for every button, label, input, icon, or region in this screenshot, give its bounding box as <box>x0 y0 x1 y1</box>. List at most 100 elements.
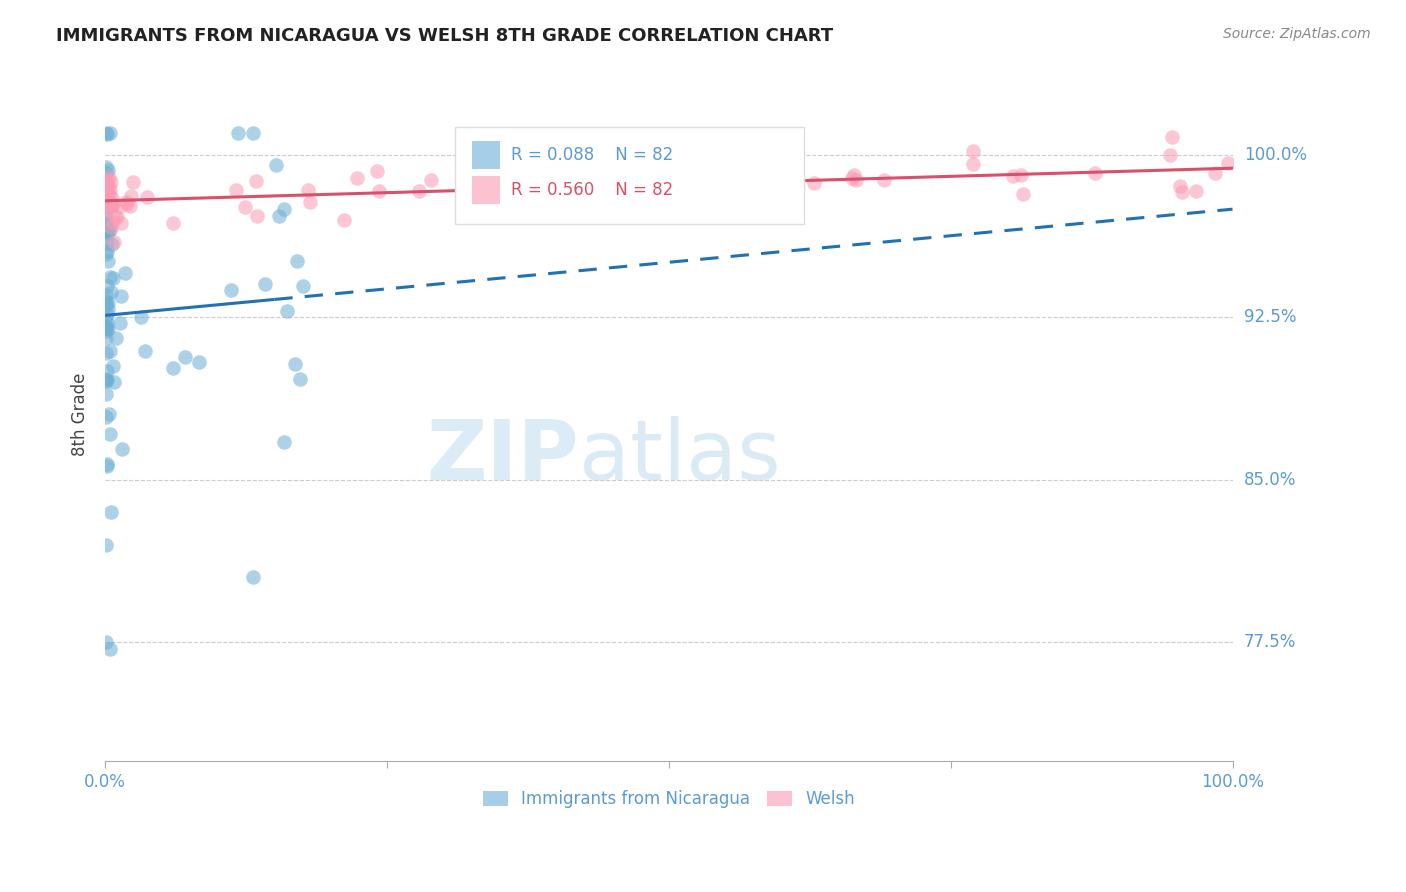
Text: 85.0%: 85.0% <box>1244 471 1296 489</box>
Point <box>841 171 863 186</box>
Point <box>94 178 117 193</box>
Point <box>98 426 121 441</box>
Point <box>100 175 122 189</box>
Point <box>962 157 984 171</box>
Point <box>96 459 118 474</box>
Text: 77.5%: 77.5% <box>1244 633 1296 651</box>
Point <box>94 247 117 261</box>
Text: 100.0%: 100.0% <box>1244 146 1306 164</box>
Point <box>96 298 118 312</box>
Point <box>766 169 789 183</box>
Point <box>100 236 122 251</box>
Point <box>488 196 510 211</box>
Point <box>98 195 121 210</box>
Point <box>98 196 121 211</box>
Point <box>1159 148 1181 162</box>
Point <box>96 224 118 238</box>
Point <box>98 344 121 359</box>
Point <box>225 183 247 197</box>
Point <box>219 283 242 297</box>
Point <box>96 317 118 331</box>
FancyBboxPatch shape <box>471 141 499 169</box>
Point <box>103 375 125 389</box>
Point <box>245 174 267 188</box>
Point <box>242 127 264 141</box>
Y-axis label: 8th Grade: 8th Grade <box>72 373 89 457</box>
Text: ZIP: ZIP <box>426 416 579 497</box>
Point <box>103 359 125 374</box>
Point <box>273 202 295 216</box>
Point <box>94 194 117 209</box>
Point <box>108 199 131 213</box>
Point <box>246 209 269 223</box>
Point <box>94 409 117 424</box>
Point <box>94 182 117 196</box>
Point <box>284 357 307 371</box>
Point <box>162 216 184 230</box>
Point <box>96 177 118 191</box>
Point <box>94 331 117 345</box>
Text: atlas: atlas <box>579 416 780 497</box>
Point <box>94 193 117 207</box>
Point <box>96 364 118 378</box>
Point <box>96 191 118 205</box>
Point <box>297 184 319 198</box>
Point <box>233 200 256 214</box>
Point <box>94 375 117 389</box>
Point <box>104 209 127 223</box>
Point <box>267 209 290 223</box>
Point <box>97 222 120 236</box>
Point <box>419 173 441 187</box>
Point <box>96 224 118 238</box>
Point <box>187 355 209 369</box>
Point <box>94 165 117 179</box>
Point <box>803 176 825 190</box>
Point <box>98 223 121 237</box>
Point <box>110 215 132 229</box>
Point <box>120 189 142 203</box>
Text: R = 0.088    N = 82: R = 0.088 N = 82 <box>510 146 673 164</box>
Point <box>96 324 118 338</box>
Point <box>100 219 122 234</box>
Point <box>94 200 117 214</box>
Point <box>254 277 277 292</box>
Point <box>226 127 249 141</box>
Point <box>105 331 128 345</box>
Point <box>1012 187 1035 202</box>
Point <box>98 269 121 284</box>
Point <box>94 191 117 205</box>
Point <box>94 372 117 386</box>
Point <box>94 180 117 194</box>
Text: 92.5%: 92.5% <box>1244 309 1296 326</box>
Point <box>298 194 321 209</box>
Point <box>98 187 121 202</box>
Point <box>94 288 117 302</box>
Point <box>105 211 128 225</box>
Point <box>98 127 121 141</box>
Point <box>94 161 117 175</box>
Point <box>97 179 120 194</box>
Text: Source: ZipAtlas.com: Source: ZipAtlas.com <box>1223 27 1371 41</box>
Point <box>273 434 295 449</box>
Point <box>100 285 122 300</box>
Point <box>114 266 136 280</box>
Point <box>98 183 121 197</box>
Point <box>100 197 122 211</box>
Point <box>110 442 132 457</box>
Point <box>689 186 711 201</box>
Point <box>1084 165 1107 179</box>
Point <box>844 168 866 182</box>
Point <box>115 195 138 210</box>
Point <box>96 235 118 250</box>
Point <box>1185 184 1208 198</box>
Point <box>96 222 118 236</box>
Point <box>96 307 118 321</box>
Point <box>97 169 120 184</box>
Point <box>762 184 785 198</box>
Point <box>94 321 117 335</box>
Point <box>100 196 122 211</box>
Point <box>1204 166 1226 180</box>
Point <box>94 216 117 230</box>
Point <box>94 194 117 209</box>
Point <box>97 253 120 268</box>
